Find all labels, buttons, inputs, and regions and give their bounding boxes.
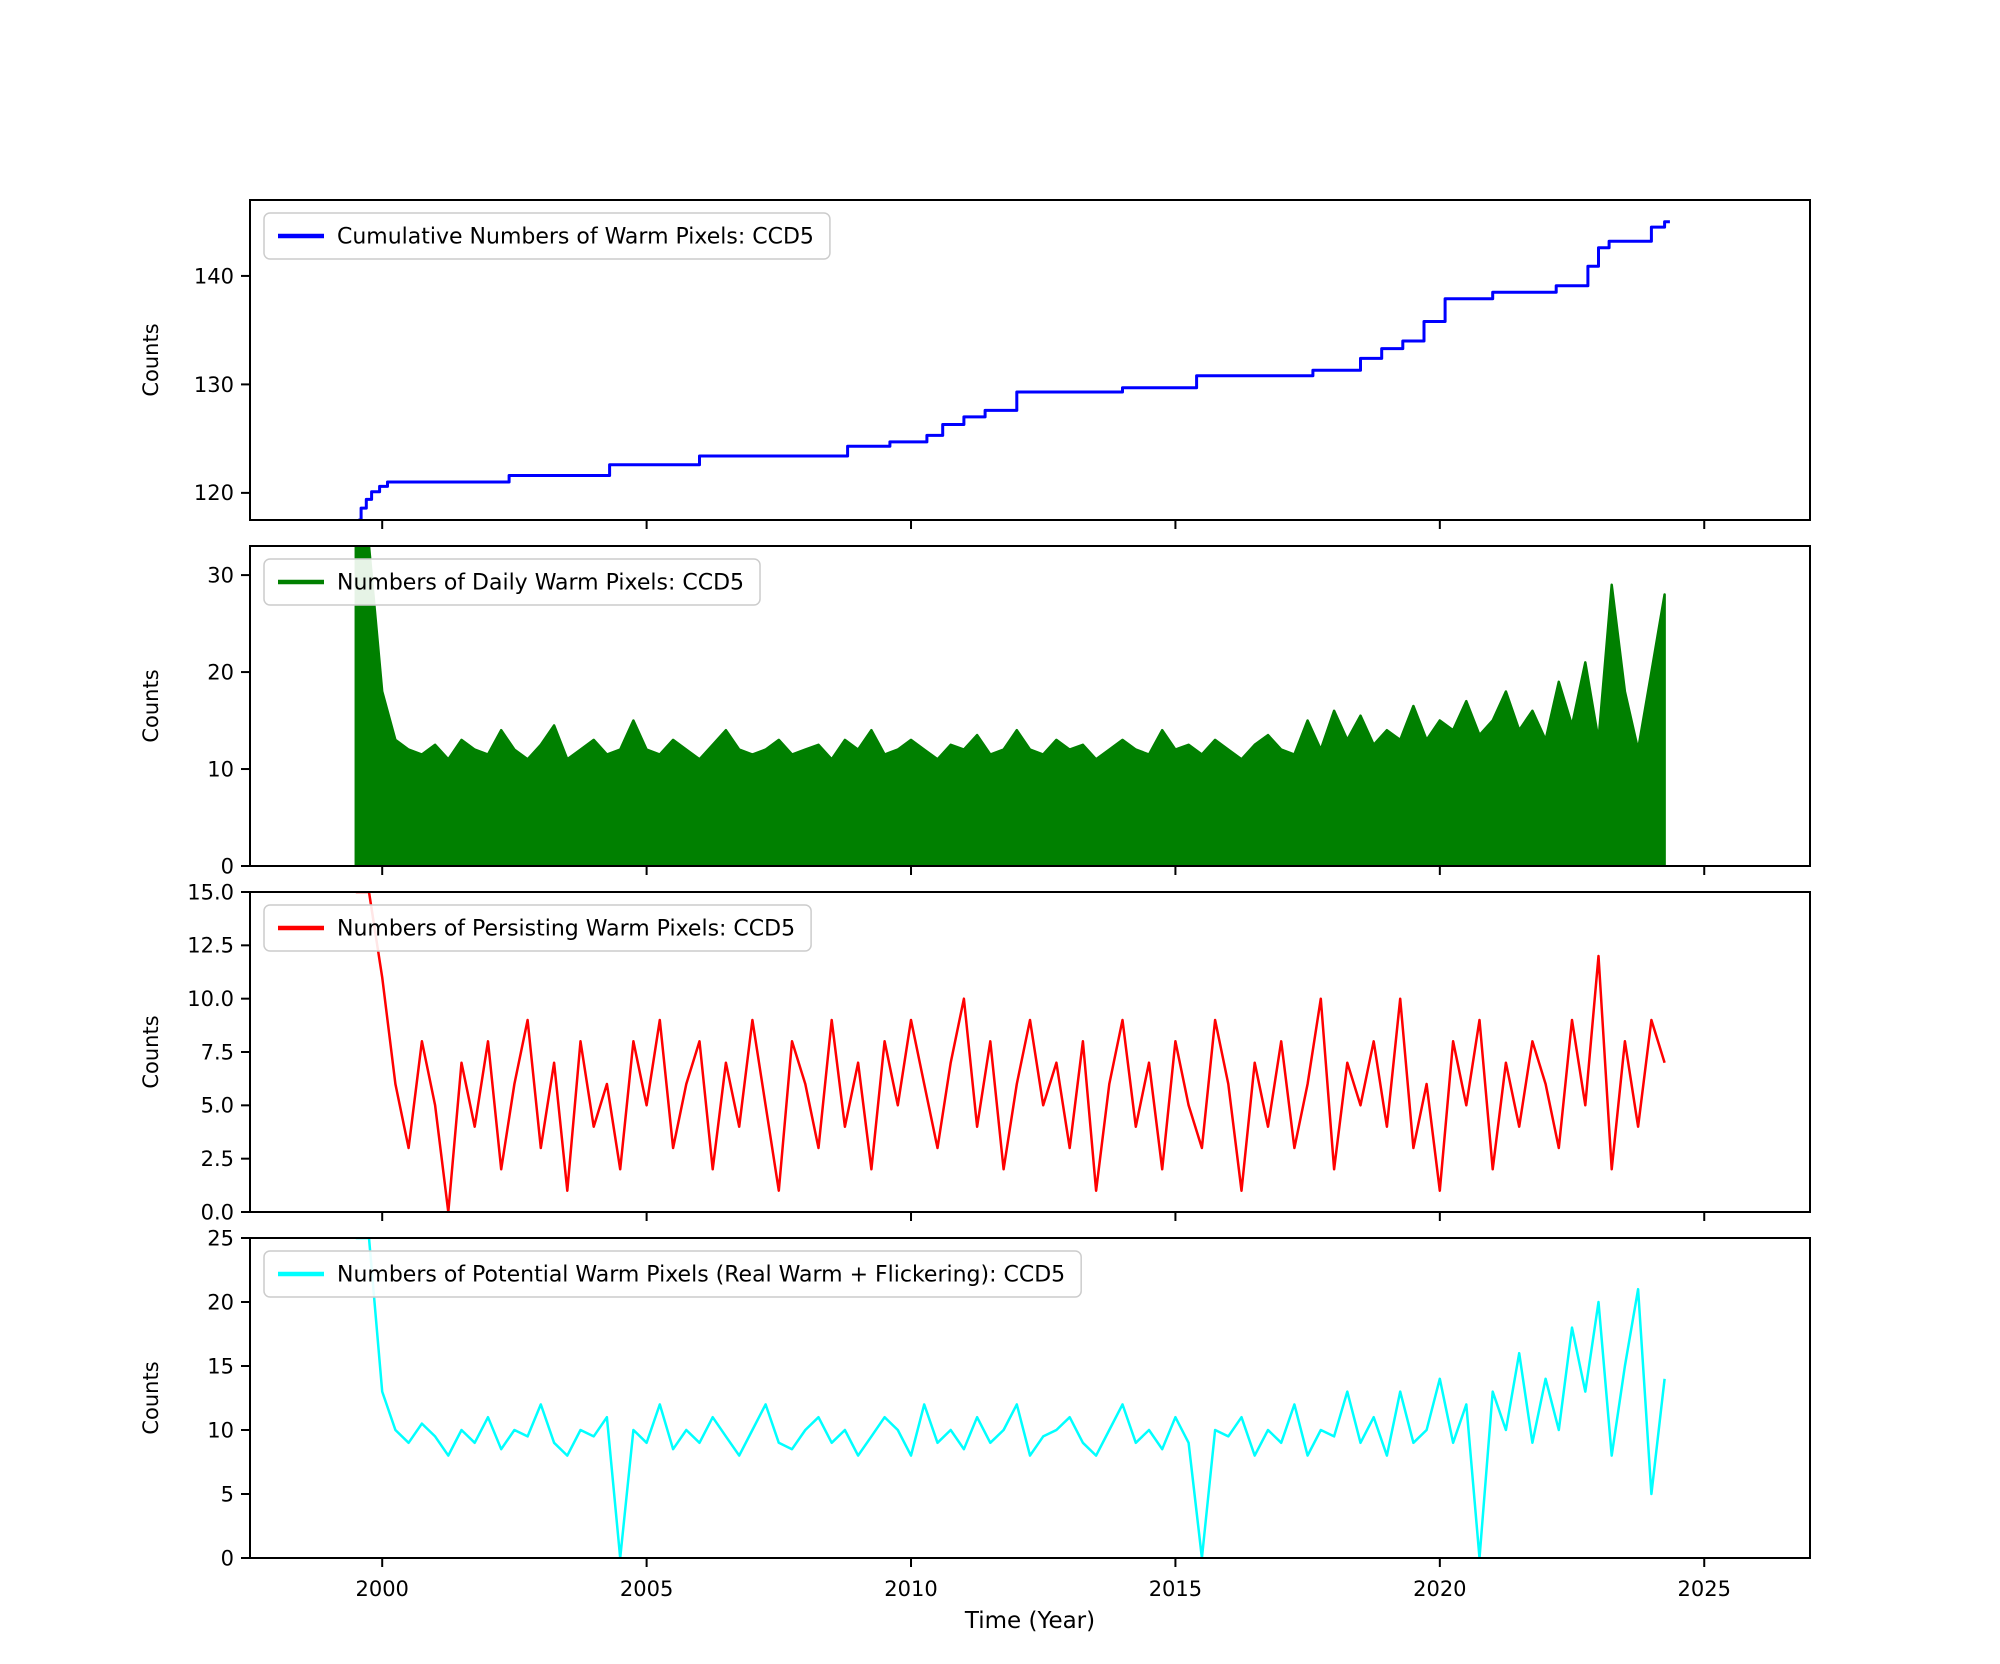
y-tick-label: 30 xyxy=(207,563,234,587)
legend: Numbers of Daily Warm Pixels: CCD5 xyxy=(263,558,761,606)
x-tick-label: 2025 xyxy=(1678,1577,1731,1601)
y-axis-label: Counts xyxy=(139,1015,163,1088)
y-tick-label: 140 xyxy=(194,264,234,288)
y-tick-label: 120 xyxy=(194,481,234,505)
axes-frame xyxy=(249,199,1811,521)
legend-label: Numbers of Persisting Warm Pixels: CCD5 xyxy=(337,917,795,942)
y-tick-label: 7.5 xyxy=(201,1040,234,1064)
series-line-0 xyxy=(358,220,1670,520)
y-axis-label: Counts xyxy=(139,669,163,742)
y-tick-label: 0 xyxy=(221,854,234,878)
y-tick-label: 20 xyxy=(207,660,234,684)
x-axis-label: Time (Year) xyxy=(964,1608,1096,1634)
y-tick-label: 0 xyxy=(221,1546,234,1570)
y-tick-label: 25 xyxy=(207,1226,234,1250)
legend-label: Numbers of Daily Warm Pixels: CCD5 xyxy=(337,571,744,596)
x-tick-label: 2000 xyxy=(355,1577,408,1601)
subplot-2: 0.0 2.5 5.0 7.5 10.0 12.5 15.0 Counts Numbers of… xyxy=(139,880,1811,1224)
legend: Cumulative Numbers of Warm Pixels: CCD5 xyxy=(263,212,831,260)
legend-label: Cumulative Numbers of Warm Pixels: CCD5 xyxy=(337,225,814,250)
y-tick-label: 2.5 xyxy=(201,1147,234,1171)
legend-box xyxy=(263,558,761,606)
legend: Numbers of Potential Warm Pixels (Real W… xyxy=(263,1250,1082,1298)
legend-box xyxy=(263,904,812,952)
axes-frame xyxy=(249,1237,1811,1559)
legend-box xyxy=(263,212,831,260)
y-tick-label: 130 xyxy=(194,373,234,397)
y-axis-label: Counts xyxy=(139,323,163,396)
legend-box xyxy=(263,1250,1082,1298)
series-line-3 xyxy=(355,1238,1666,1558)
y-tick-label: 20 xyxy=(207,1290,234,1314)
x-tick-label: 2015 xyxy=(1149,1577,1202,1601)
x-tick-label: 2010 xyxy=(884,1577,937,1601)
y-axis-label: Counts xyxy=(139,1361,163,1434)
series-line-2 xyxy=(355,892,1666,1212)
y-tick-label: 12.5 xyxy=(187,934,234,958)
subplot-1: 0 10 20 30 Counts Numbers of Daily Warm Pixel… xyxy=(139,545,1811,878)
x-tick-label: 2005 xyxy=(620,1577,673,1601)
y-tick-label: 10 xyxy=(207,757,234,781)
axes-frame xyxy=(249,545,1811,867)
legend-label: Numbers of Potential Warm Pixels (Real W… xyxy=(337,1263,1065,1288)
y-tick-label: 15 xyxy=(207,1354,234,1378)
y-tick-label: 10.0 xyxy=(187,987,234,1011)
series-line-1 xyxy=(354,546,1666,866)
y-tick-label: 10 xyxy=(207,1418,234,1442)
y-tick-label: 15.0 xyxy=(187,880,234,904)
x-tick-label: 2020 xyxy=(1413,1577,1466,1601)
y-tick-label: 0.0 xyxy=(201,1200,234,1224)
subplot-0: 120 130 140 Counts Cumulative Numbers of War… xyxy=(139,199,1811,529)
legend: Numbers of Persisting Warm Pixels: CCD5 xyxy=(263,904,812,952)
y-tick-label: 5 xyxy=(221,1482,234,1506)
y-tick-label: 5.0 xyxy=(201,1094,234,1118)
